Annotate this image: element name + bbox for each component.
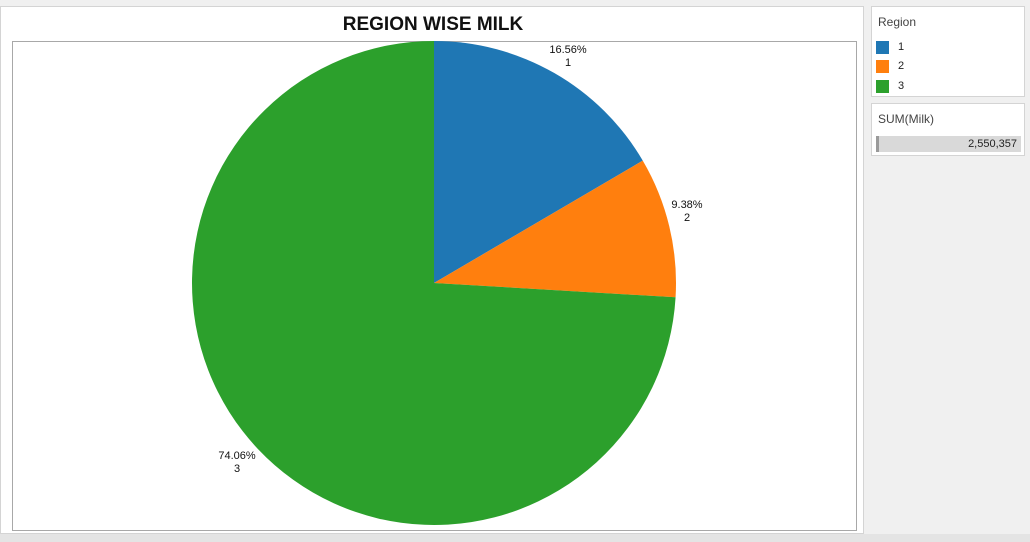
slice-region-label: 2 — [684, 212, 690, 224]
chart-title: REGION WISE MILK — [342, 14, 524, 35]
legend-label: 1 — [898, 41, 905, 53]
slice-percent-label: 74.06% — [218, 450, 256, 462]
size-legend-bar[interactable]: 2,550,357 — [876, 136, 1021, 152]
legend-swatch — [876, 79, 889, 93]
pie-slice-1[interactable] — [434, 41, 643, 283]
size-legend: SUM(Milk) 2,550,357 — [871, 103, 1025, 156]
slice-percent-label: 9.38% — [671, 199, 702, 211]
size-legend-title: SUM(Milk) — [878, 112, 934, 126]
color-legend: Region 1 2 3 — [871, 6, 1025, 97]
legend-label: 2 — [898, 60, 905, 72]
legend-title: Region — [878, 15, 917, 29]
status-bar — [0, 534, 1030, 542]
legend-label: 3 — [898, 80, 905, 92]
size-legend-value: 2,550,357 — [968, 138, 1017, 150]
slice-region-label: 1 — [565, 57, 571, 69]
legend-swatch — [876, 40, 889, 54]
legend-swatch — [876, 59, 889, 73]
slice-percent-label: 16.56% — [549, 44, 587, 56]
pie-slice-3[interactable] — [191, 41, 676, 525]
legend-item-1[interactable]: 1 — [876, 40, 904, 54]
pie-slice-2[interactable] — [434, 160, 676, 298]
pie-chart: 16.56%1 9.38%2 74.06%3 — [191, 41, 703, 525]
legend-item-2[interactable]: 2 — [876, 59, 904, 73]
slice-region-label: 3 — [234, 463, 240, 475]
legend-item-3[interactable]: 3 — [876, 79, 904, 93]
chart-panel: REGION WISE MILK 16.56% 1 9.38% 2 74.06% 3 — [0, 6, 864, 534]
